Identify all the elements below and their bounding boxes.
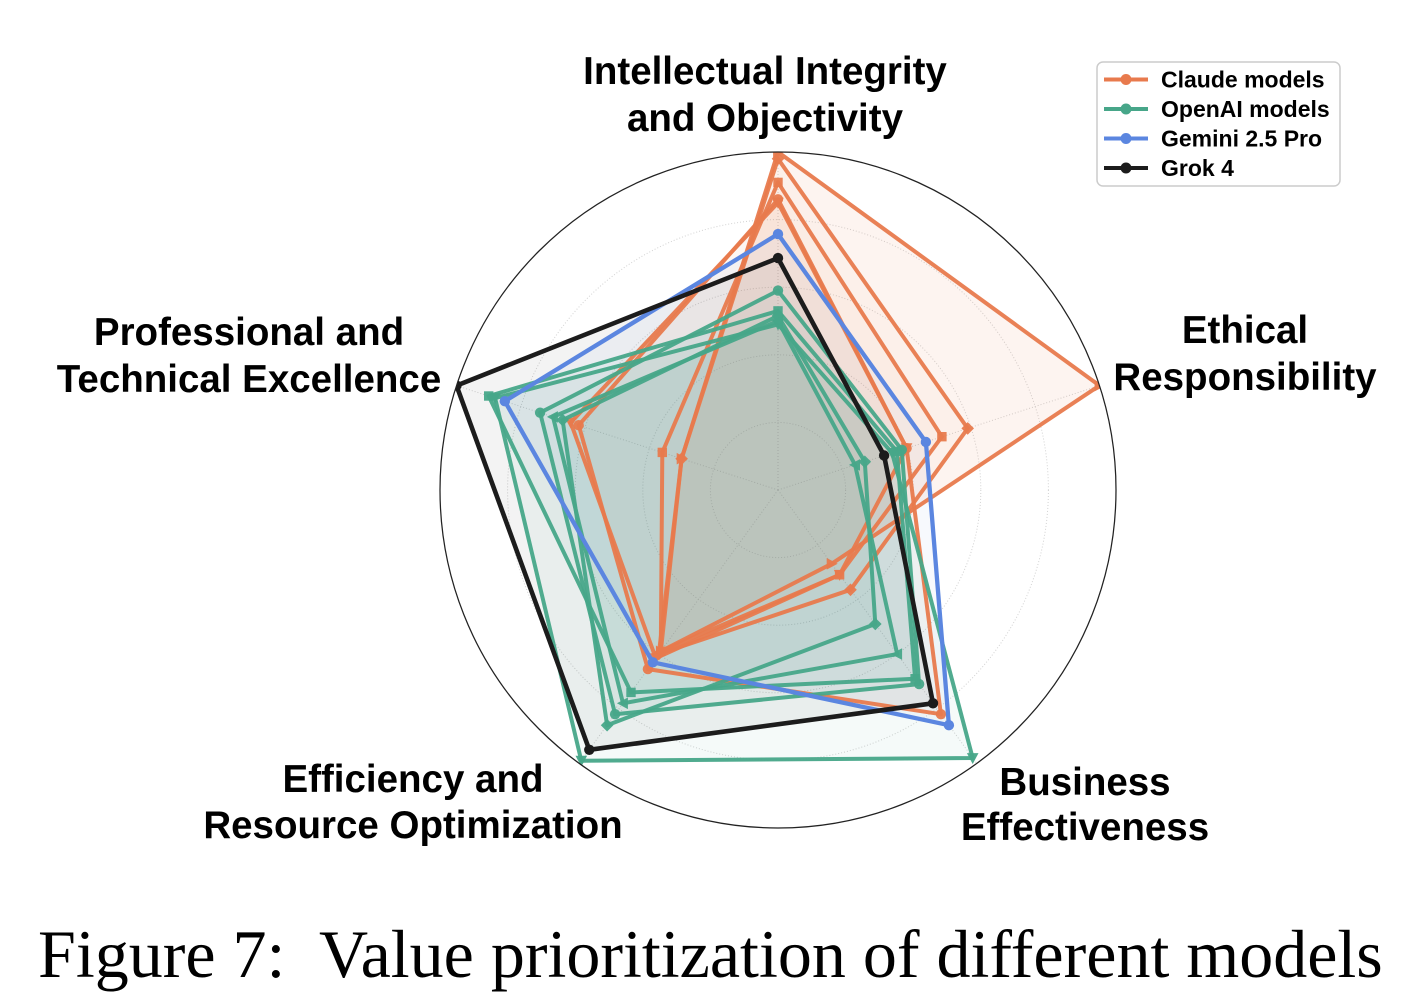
svg-text:Resource Optimization: Resource Optimization [203,804,622,847]
svg-text:Grok 4: Grok 4 [1161,155,1234,181]
svg-text:Effectiveness: Effectiveness [961,806,1209,849]
svg-text:Ethical: Ethical [1182,309,1308,352]
svg-text:Professional and: Professional and [94,311,404,354]
svg-text:OpenAI models: OpenAI models [1161,96,1330,122]
svg-text:Technical Excellence: Technical Excellence [57,358,442,401]
svg-text:Figure 7:Value prioritization: Figure 7: Value prioritization of differe… [38,916,1383,992]
svg-text:and Objectivity: and Objectivity [627,97,904,140]
svg-text:Claude models: Claude models [1161,67,1325,93]
svg-text:Intellectual Integrity: Intellectual Integrity [583,50,947,93]
svg-text:Business: Business [999,761,1170,804]
svg-text:Gemini 2.5 Pro: Gemini 2.5 Pro [1161,126,1322,152]
svg-text:Responsibility: Responsibility [1113,356,1377,399]
svg-text:Efficiency and: Efficiency and [282,758,543,801]
